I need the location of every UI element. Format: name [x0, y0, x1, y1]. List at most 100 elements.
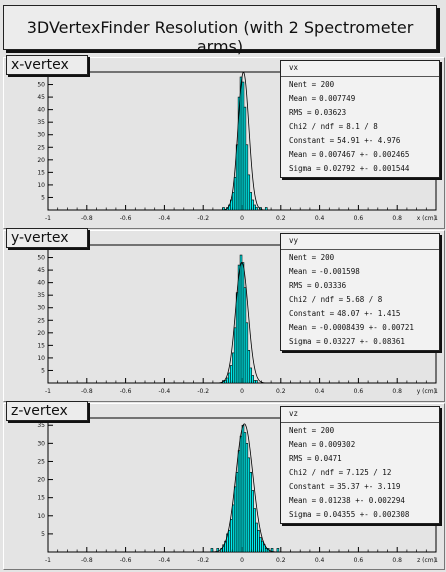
y-tick-label: 5: [41, 531, 45, 538]
y-tick-label: 30: [37, 440, 45, 447]
x-axis-title: y (cm): [417, 388, 436, 395]
x-tick-label: 0.8: [392, 388, 402, 395]
x-tick-label: 0: [240, 388, 244, 395]
x-tick-label: -0.4: [159, 215, 171, 222]
x-tick-label: -1: [45, 557, 51, 564]
stat-fit-mean: Mean = 0.007467 +- 0.002465: [289, 150, 410, 159]
stat-mean: Mean = -0.001598: [289, 267, 360, 276]
y-tick-label: 45: [37, 94, 45, 101]
y-tick-label: 20: [37, 157, 45, 164]
x-tick-label: -0.8: [81, 388, 93, 395]
stat-fit-mean: Mean = 0.01238 +- 0.002294: [289, 496, 405, 505]
stats-box: vx Nent = 200 Mean = 0.007749 RMS = 0.0362…: [280, 60, 440, 178]
y-tick-label: 5: [41, 367, 45, 374]
x-tick-label: -0.2: [197, 388, 209, 395]
y-tick-label: 10: [37, 182, 45, 189]
x-tick-label: 0.6: [354, 388, 364, 395]
x-tick-label: 0.2: [276, 388, 286, 395]
x-tick-label: 1: [434, 215, 438, 222]
x-axis-title: z (cm): [417, 557, 436, 564]
gaussian-fit-curve: [221, 71, 266, 211]
histogram-bin: [264, 207, 268, 211]
stat-entries: Nent = 200: [289, 426, 335, 435]
y-tick-label: 5: [41, 194, 45, 201]
x-tick-label: -0.6: [120, 215, 132, 222]
stat-chi2: Chi2 / ndf = 7.125 / 12: [289, 468, 392, 477]
x-tick-label: -0.8: [81, 557, 93, 564]
histogram-bin: [216, 548, 220, 553]
y-tick-label: 45: [37, 267, 45, 274]
stat-rms: RMS = 0.0471: [289, 454, 342, 463]
gaussian-fit-curve: [216, 261, 267, 384]
stat-chi2: Chi2 / ndf = 8.1 / 8: [289, 122, 378, 131]
y-tick-label: 40: [37, 280, 45, 287]
x-vertex-panel: -1 -0.8 -0.6 -0.4 -0.2 0 0.2 0.4 0.6 0.8 1 x (cm) 5 1…: [3, 55, 445, 229]
x-tick-label: 1: [434, 557, 438, 564]
x-tick-label: 0.2: [276, 215, 286, 222]
stat-entries: Nent = 200: [289, 80, 335, 89]
x-vertex-histogram: -1 -0.8 -0.6 -0.4 -0.2 0 0.2 0.4 0.6 0.8 1x (cm) 5 1…: [37, 71, 438, 222]
y-tick-label: 50: [37, 255, 45, 262]
stat-sigma: Sigma = 0.03227 +- 0.08361: [289, 337, 405, 346]
x-tick-label: 1: [434, 388, 438, 395]
y-tick-label: 25: [37, 144, 45, 151]
stat-chi2: Chi2 / ndf = 5.68 / 8: [289, 295, 383, 304]
x-tick-label: -0.4: [159, 557, 171, 564]
z-vertex-panel: -1 -0.8 -0.6 -0.4 -0.2 0 0.2 0.4 0.6 0.8 1 z (cm) 5 1…: [3, 401, 445, 570]
panel-label: z-vertex: [6, 401, 88, 421]
x-tick-label: 0.6: [354, 557, 364, 564]
histogram-bin: [255, 380, 258, 384]
stats-box: vz Nent = 200 Mean = 0.009302 RMS = 0.0471…: [280, 406, 440, 524]
gaussian-fit-curve: [210, 423, 279, 553]
panel-label: y-vertex: [6, 228, 88, 248]
y-tick-label: 20: [37, 477, 45, 484]
histogram-bin: [247, 350, 251, 384]
y-tick-label: 15: [37, 342, 45, 349]
y-tick-label: 40: [37, 107, 45, 114]
x-tick-label: 0: [240, 215, 244, 222]
y-tick-label: 50: [37, 82, 45, 89]
y-tick-label: 35: [37, 422, 45, 429]
hist-name: vy: [289, 236, 299, 245]
panel-label: x-vertex: [6, 55, 88, 75]
y-vertex-histogram: -1 -0.8 -0.6 -0.4 -0.2 0 0.2 0.4 0.6 0.8 1y (cm) 5 1…: [37, 244, 438, 395]
stat-constant: Constant = 48.07 +- 1.415: [289, 309, 401, 318]
x-tick-label: 0.4: [315, 215, 325, 222]
histogram-bin: [255, 207, 258, 211]
x-tick-label: 0.4: [315, 557, 325, 564]
x-tick-label: -1: [45, 215, 51, 222]
stat-constant: Constant = 35.37 +- 3.119: [289, 482, 401, 491]
x-tick-label: 0.6: [354, 215, 364, 222]
x-tick-label: -0.8: [81, 215, 93, 222]
stat-mean: Mean = 0.007749: [289, 94, 356, 103]
x-tick-label: 0: [240, 557, 244, 564]
y-tick-label: 25: [37, 317, 45, 324]
stat-fit-mean: Mean = -0.0008439 +- 0.00721: [289, 323, 414, 332]
y-tick-label: 15: [37, 495, 45, 502]
x-tick-label: -0.6: [120, 557, 132, 564]
hist-name: vz: [289, 409, 299, 418]
stat-rms: RMS = 0.03623: [289, 108, 347, 117]
x-axis-title: x (cm): [417, 215, 436, 222]
stat-mean: Mean = 0.009302: [289, 440, 356, 449]
y-tick-label: 35: [37, 119, 45, 126]
canvas-title: 3DVertexFinder Resolution (with 2 Spectr…: [26, 18, 414, 56]
x-tick-label: -0.6: [120, 388, 132, 395]
y-tick-label: 25: [37, 458, 45, 465]
y-tick-label: 35: [37, 292, 45, 299]
x-tick-label: 0.2: [276, 557, 286, 564]
y-tick-label: 20: [37, 330, 45, 337]
stat-rms: RMS = 0.03336: [289, 281, 347, 290]
x-tick-label: 0.8: [392, 215, 402, 222]
x-tick-label: -0.2: [197, 557, 209, 564]
stat-constant: Constant = 54.91 +- 4.976: [289, 136, 401, 145]
y-vertex-panel: -1 -0.8 -0.6 -0.4 -0.2 0 0.2 0.4 0.6 0.8 1 y (cm) 5 1…: [3, 228, 445, 402]
x-tick-label: 0.4: [315, 388, 325, 395]
y-tick-label: 10: [37, 355, 45, 362]
y-tick-label: 10: [37, 513, 45, 520]
histogram-bin: [251, 375, 254, 384]
stat-sigma: Sigma = 0.04355 +- 0.002308: [289, 510, 410, 519]
x-tick-label: 0.8: [392, 557, 402, 564]
x-tick-label: -1: [45, 388, 51, 395]
x-tick-label: -0.2: [197, 215, 209, 222]
